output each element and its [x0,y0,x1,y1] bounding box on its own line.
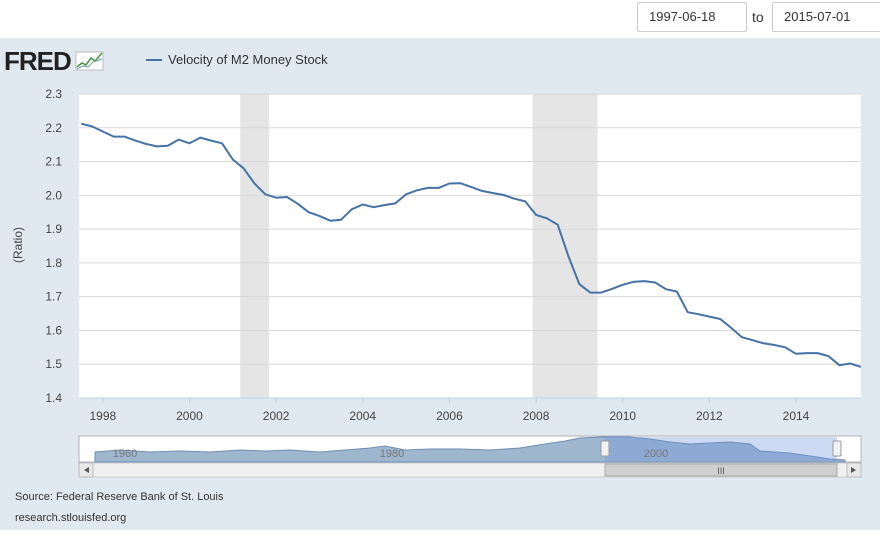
y-tick-label: 1.4 [45,391,62,405]
fred-logo[interactable]: FRED [4,46,105,77]
recession-band-0 [240,94,270,398]
y-tick-label: 2.1 [45,155,62,169]
legend-series-label: Velocity of M2 Money Stock [168,52,328,67]
y-tick-label: 2.3 [45,87,62,101]
x-tick-label: 1998 [89,409,116,423]
x-tick-label: 2014 [783,409,810,423]
y-axis-ticks: 1.4 1.5 1.6 1.7 1.8 1.9 2.0 2.1 2.2 2.3 [45,87,62,405]
navigator-year-label: 1960 [113,448,137,460]
fred-logo-graph-icon [75,51,104,71]
x-tick-label: 2004 [349,409,376,423]
x-tick-label: 2012 [696,409,723,423]
y-tick-label: 2.2 [45,121,62,135]
y-tick-label: 1.9 [45,222,62,236]
navigator-year-label: 1980 [380,448,404,460]
date-range-bar: 1997-06-18 to 2015-07-01 [0,0,880,38]
navigator-year-label: 2000 [644,448,668,460]
y-tick-label: 1.8 [45,256,62,270]
navigator-right-handle[interactable] [832,440,842,457]
fred-logo-text: FRED [4,46,72,76]
navigator-selected-range[interactable] [605,437,837,461]
x-tick-label: 2010 [609,409,636,423]
series-line[interactable] [80,122,862,368]
legend-line-swatch [146,58,162,61]
source-credit: Source: Federal Reserve Bank of St. Loui… [15,491,224,503]
y-axis-title: (Ratio) [11,227,25,263]
chart-legend[interactable]: Velocity of M2 Money Stock [146,52,328,67]
scrollbar-grip: III [717,466,725,476]
scroll-left-arrow-icon [84,467,89,473]
y-tick-label: 1.6 [45,323,62,337]
range-navigator[interactable]: 1960 1980 2000 III [78,435,862,478]
scroll-right-arrow-icon [851,467,856,473]
y-tick-label: 1.7 [45,290,62,304]
x-axis-ticks: 1998 2000 2002 2004 2006 2008 2010 2012 2014 [79,397,861,423]
x-tick-label: 2002 [263,409,290,423]
scrollbar-thumb[interactable] [604,463,838,477]
source-site-link[interactable]: research.stlouisfed.org [15,512,127,524]
navigator-left-handle[interactable] [600,440,610,457]
end-date-input[interactable]: 2015-07-01 [772,2,880,32]
x-tick-label: 2008 [523,409,550,423]
date-range-separator: to [752,9,764,25]
start-date-input[interactable]: 1997-06-18 [637,2,747,32]
x-tick-label: 2006 [436,409,463,423]
series-layer [80,122,862,368]
x-tick-label: 2000 [176,409,203,423]
y-tick-label: 1.5 [45,357,62,371]
y-tick-label: 2.0 [45,188,62,202]
plot-area [79,94,861,398]
navigator-series-area [94,436,846,463]
